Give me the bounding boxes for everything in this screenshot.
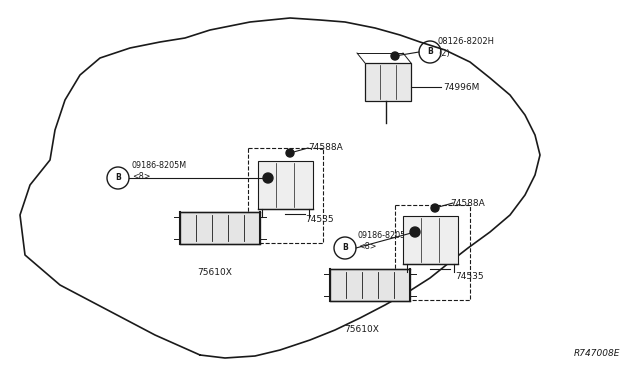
Text: 74996M: 74996M (443, 83, 479, 92)
Text: R747008E: R747008E (573, 349, 620, 358)
Text: <8>: <8> (358, 242, 376, 251)
Bar (403, 216, 458, 264)
Text: 74588A: 74588A (450, 199, 484, 208)
Text: 74535: 74535 (455, 272, 484, 281)
Circle shape (391, 52, 399, 60)
Bar (395, 205, 470, 300)
Bar (248, 148, 323, 243)
Text: 09186-8205M: 09186-8205M (132, 161, 187, 170)
Bar (180, 212, 260, 244)
Bar (257, 161, 312, 209)
Text: 75610X: 75610X (198, 268, 232, 277)
Bar (365, 63, 411, 101)
Text: <8>: <8> (132, 172, 150, 181)
Text: 74535: 74535 (305, 215, 333, 224)
Text: 09186-8205M: 09186-8205M (358, 231, 413, 240)
Text: 75610X: 75610X (344, 325, 380, 334)
Text: B: B (427, 48, 433, 57)
Text: 74588A: 74588A (308, 144, 343, 153)
Circle shape (410, 227, 420, 237)
Text: 08126-8202H: 08126-8202H (438, 37, 495, 46)
Text: B: B (115, 173, 121, 183)
Text: B: B (342, 244, 348, 253)
Circle shape (286, 149, 294, 157)
Circle shape (263, 173, 273, 183)
Circle shape (431, 204, 439, 212)
Text: (2): (2) (438, 49, 450, 58)
Bar (330, 269, 410, 301)
